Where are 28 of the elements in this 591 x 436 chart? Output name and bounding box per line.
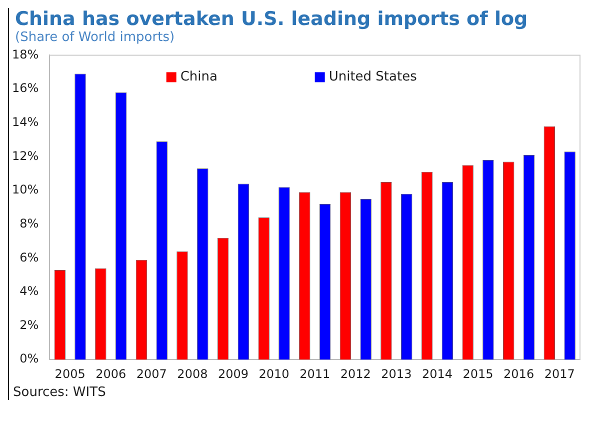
x-tick-label: 2014 <box>422 366 452 381</box>
y-tick-label: 14% <box>12 114 39 129</box>
x-tick-label: 2007 <box>136 366 167 381</box>
y-tick-label: 10% <box>12 182 39 197</box>
x-tick-label: 2012 <box>340 366 371 381</box>
x-tick-label: 2011 <box>300 366 330 381</box>
x-tick-label: 2009 <box>218 366 249 381</box>
x-tick-label: 2006 <box>96 366 126 381</box>
x-tick-label: 2005 <box>54 366 86 381</box>
x-tick-label: 2017 <box>544 366 575 381</box>
legend-label: United States <box>328 70 418 85</box>
y-tick-label: 18% <box>12 47 39 62</box>
y-tick-label: 12% <box>12 148 39 163</box>
y-tick-label: 8% <box>20 216 39 230</box>
x-tick-label: 2008 <box>177 366 208 381</box>
x-tick-label: 2013 <box>381 366 412 381</box>
x-tick-label: 2015 <box>462 366 494 381</box>
x-tick-label: 2016 <box>504 366 534 381</box>
chart-subtitle: (Share of World imports) <box>14 30 176 45</box>
y-tick-label: 16% <box>12 81 39 96</box>
y-tick-label: 2% <box>20 318 39 332</box>
y-tick-label: 0% <box>20 352 39 366</box>
chart-title: China has overtaken U.S. leading imports of log <box>14 8 529 30</box>
y-tick-label: 6% <box>20 250 39 264</box>
source-note: Sources: WITS <box>12 385 107 400</box>
x-tick-label: 2010 <box>258 366 290 381</box>
y-tick-label: 4% <box>20 284 39 298</box>
legend-label: China <box>180 70 218 85</box>
